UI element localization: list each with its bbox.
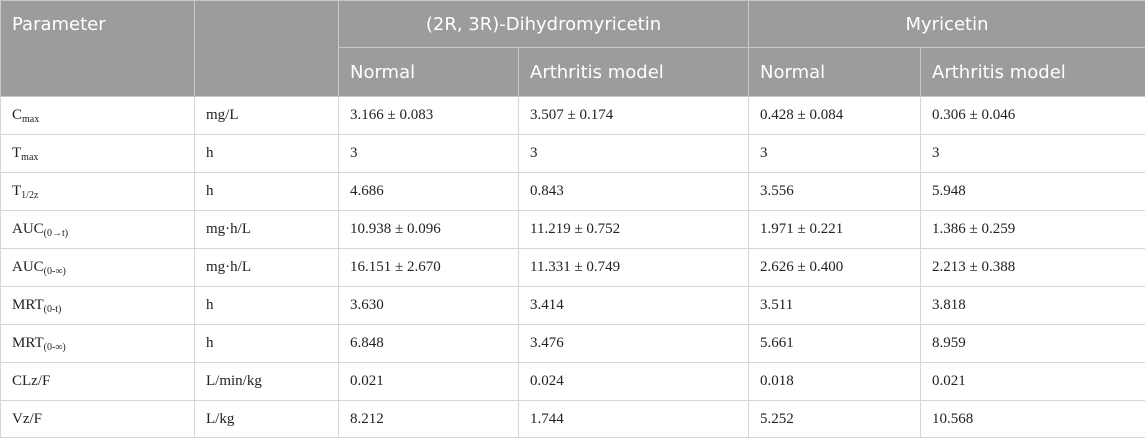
myr-arthritis-cell: 2.213 ± 0.388 — [920, 248, 1145, 287]
unit-cell: h — [194, 286, 339, 325]
unit-cell: L/min/kg — [194, 362, 339, 401]
myr-arthritis-cell: 1.386 ± 0.259 — [920, 210, 1145, 249]
dhm-arthritis-cell: 11.331 ± 0.749 — [517, 248, 750, 287]
unit-cell: mg·h/L — [194, 248, 339, 287]
myr-arthritis-cell: 0.306 ± 0.046 — [920, 96, 1145, 135]
dhm-arthritis-cell: 0.843 — [517, 172, 750, 211]
myr-normal-cell: 0.018 — [748, 362, 922, 401]
header-dhm-arthritis: Arthritis model — [517, 47, 750, 97]
dhm-arthritis-cell: 3.507 ± 0.174 — [517, 96, 750, 135]
table-row: Vz/F L/kg 8.212 1.744 5.252 10.568 — [0, 400, 1145, 438]
dhm-normal-cell: 3.166 ± 0.083 — [338, 96, 519, 135]
myr-arthritis-cell: 0.021 — [920, 362, 1145, 401]
table-row: MRT(0-t) h 3.630 3.414 3.511 3.818 — [0, 286, 1145, 325]
dhm-normal-cell: 4.686 — [338, 172, 519, 211]
header-group-dihydromyricetin: (2R, 3R)-Dihydromyricetin — [337, 0, 750, 48]
dhm-arthritis-cell: 3.414 — [517, 286, 750, 325]
dhm-arthritis-cell: 11.219 ± 0.752 — [517, 210, 750, 249]
table-body: Cmax mg/L 3.166 ± 0.083 3.507 ± 0.174 0.… — [0, 96, 1145, 438]
unit-cell: h — [194, 134, 339, 173]
param-cell: Vz/F — [0, 400, 195, 438]
myr-normal-cell: 1.971 ± 0.221 — [748, 210, 922, 249]
myr-arthritis-cell: 8.959 — [920, 324, 1145, 363]
dhm-arthritis-cell: 3 — [517, 134, 750, 173]
header-dhm-normal: Normal — [338, 47, 519, 97]
header-myr-arthritis: Arthritis model — [920, 47, 1145, 97]
myr-normal-cell: 2.626 ± 0.400 — [748, 248, 922, 287]
dhm-arthritis-cell: 0.024 — [517, 362, 750, 401]
unit-cell: mg·h/L — [194, 210, 339, 249]
table-header: Parameter (2R, 3R)-Dihydromyricetin Myri… — [0, 0, 1145, 97]
dhm-arthritis-cell: 3.476 — [517, 324, 750, 363]
myr-normal-cell: 3.556 — [748, 172, 922, 211]
myr-normal-cell: 0.428 ± 0.084 — [748, 96, 922, 135]
myr-normal-cell: 5.661 — [748, 324, 922, 363]
table-row: AUC(0→t) mg·h/L 10.938 ± 0.096 11.219 ± … — [0, 210, 1145, 249]
table-row: T1/2z h 4.686 0.843 3.556 5.948 — [0, 172, 1145, 211]
table-row: Cmax mg/L 3.166 ± 0.083 3.507 ± 0.174 0.… — [0, 96, 1145, 135]
myr-arthritis-cell: 5.948 — [920, 172, 1145, 211]
param-cell: MRT(0-t) — [0, 286, 195, 325]
dhm-normal-cell: 16.151 ± 2.670 — [338, 248, 519, 287]
myr-arthritis-cell: 3 — [920, 134, 1145, 173]
unit-cell: mg/L — [194, 96, 339, 135]
header-parameter: Parameter — [0, 0, 195, 97]
myr-normal-cell: 3 — [748, 134, 922, 173]
header-group-myricetin: Myricetin — [748, 0, 1145, 48]
dhm-normal-cell: 3 — [338, 134, 519, 173]
dhm-arthritis-cell: 1.744 — [517, 400, 750, 438]
dhm-normal-cell: 6.848 — [338, 324, 519, 363]
unit-cell: h — [194, 324, 339, 363]
param-cell: AUC(0-∞) — [0, 248, 195, 287]
myr-normal-cell: 5.252 — [748, 400, 922, 438]
table-row: AUC(0-∞) mg·h/L 16.151 ± 2.670 11.331 ± … — [0, 248, 1145, 287]
param-cell: CLz/F — [0, 362, 195, 401]
header-myr-normal: Normal — [748, 47, 922, 97]
param-cell: T1/2z — [0, 172, 195, 211]
param-cell: Cmax — [0, 96, 195, 135]
myr-normal-cell: 3.511 — [748, 286, 922, 325]
dhm-normal-cell: 10.938 ± 0.096 — [338, 210, 519, 249]
table-row: Tmax h 3 3 3 3 — [0, 134, 1145, 173]
table-row: CLz/F L/min/kg 0.021 0.024 0.018 0.021 — [0, 362, 1145, 401]
myr-arthritis-cell: 3.818 — [920, 286, 1145, 325]
unit-cell: L/kg — [194, 400, 339, 438]
myr-arthritis-cell: 10.568 — [920, 400, 1145, 438]
dhm-normal-cell: 3.630 — [338, 286, 519, 325]
unit-cell: h — [194, 172, 339, 211]
table-row: MRT(0-∞) h 6.848 3.476 5.661 8.959 — [0, 324, 1145, 363]
dhm-normal-cell: 0.021 — [338, 362, 519, 401]
dhm-normal-cell: 8.212 — [338, 400, 519, 438]
param-cell: MRT(0-∞) — [0, 324, 195, 363]
header-unit — [194, 0, 339, 97]
param-cell: Tmax — [0, 134, 195, 173]
param-cell: AUC(0→t) — [0, 210, 195, 249]
